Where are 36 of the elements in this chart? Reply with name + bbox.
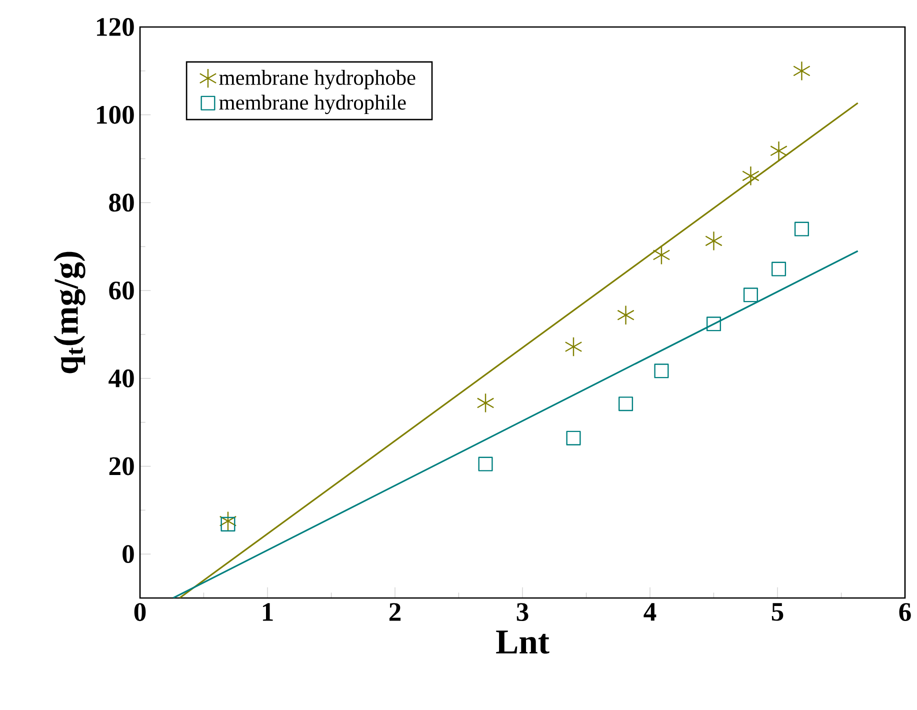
- point: [219, 511, 237, 532]
- point: [772, 262, 786, 276]
- point: [742, 166, 760, 186]
- point: [743, 288, 758, 302]
- point: [564, 336, 582, 357]
- y-tick-label: 60: [109, 282, 134, 300]
- x-tick-label: 4: [644, 603, 656, 621]
- y-tick-label: 80: [109, 194, 134, 212]
- y-tick-label: 20: [109, 457, 134, 476]
- point: [705, 230, 722, 251]
- point: [478, 456, 493, 472]
- point: [770, 140, 788, 161]
- x-tick-label: 5: [772, 603, 784, 621]
- point: [566, 430, 581, 446]
- x-tick-label: 1: [262, 603, 273, 621]
- point: [794, 222, 809, 236]
- x-axis-title: Lnt: [496, 630, 550, 654]
- point: [220, 516, 236, 532]
- y-tick-label: 120: [97, 18, 134, 36]
- y-axis-title: q$_{t}$(mg/g): [54, 252, 86, 374]
- y-tick-label: 0: [122, 545, 134, 564]
- legend-label: membrane hydrophobe: [219, 70, 416, 90]
- x-tick-label: 2: [389, 603, 401, 621]
- y-tick-label: 100: [97, 106, 134, 124]
- x-tick-label: 6: [899, 603, 911, 622]
- point: [706, 316, 722, 332]
- x-tick-label: 3: [516, 603, 528, 622]
- point: [654, 364, 669, 378]
- point: [793, 60, 810, 81]
- point: [652, 245, 670, 265]
- y-tick-label: 40: [108, 369, 134, 388]
- x-tick-label: 0: [134, 603, 146, 622]
- point: [476, 393, 494, 413]
- point: [617, 305, 634, 326]
- legend-label: membrane hydrophile: [219, 94, 406, 114]
- point: [618, 396, 634, 412]
